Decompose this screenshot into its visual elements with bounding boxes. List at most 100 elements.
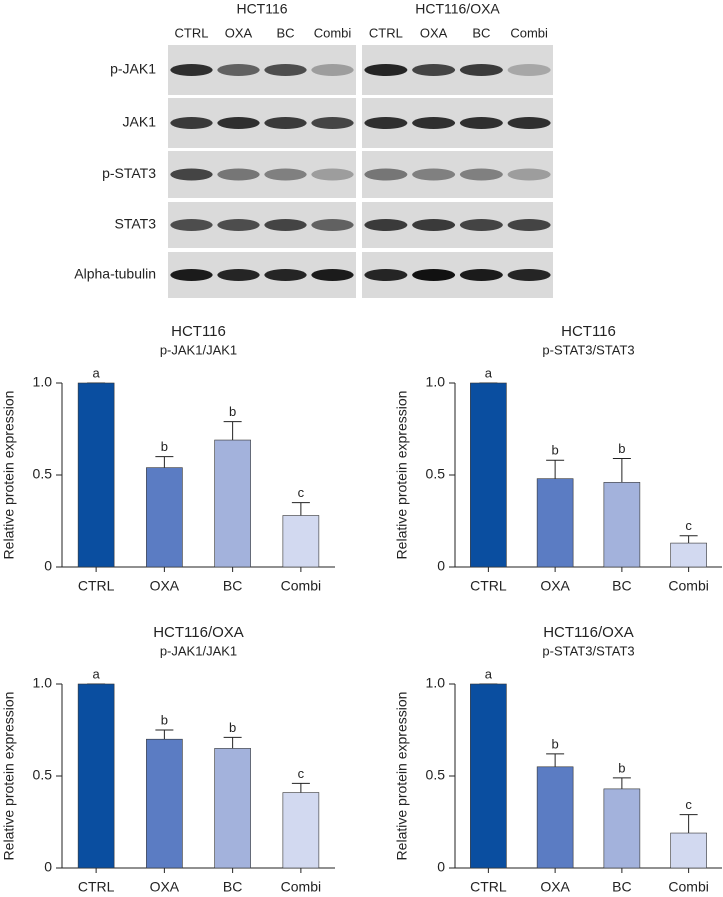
y-axis-label: Relative protein expression bbox=[394, 692, 410, 861]
blot-band bbox=[170, 219, 213, 231]
blot-band bbox=[364, 269, 408, 281]
bar bbox=[536, 766, 574, 869]
blot-group-label: HCT116 bbox=[236, 1, 287, 17]
bar bbox=[670, 542, 707, 568]
significance-letter: b bbox=[552, 736, 559, 751]
blot-band bbox=[264, 117, 307, 129]
y-tick-label: 0 bbox=[437, 558, 445, 574]
blot-band bbox=[507, 219, 551, 231]
x-tick-label: BC bbox=[612, 879, 631, 895]
row-label: p-JAK1 bbox=[110, 61, 156, 77]
row-label: Alpha-tubulin bbox=[74, 266, 156, 282]
blot-band bbox=[459, 117, 503, 129]
blot-band bbox=[459, 219, 503, 231]
x-tick-label: Combi bbox=[668, 879, 708, 895]
blot-band bbox=[311, 219, 354, 231]
y-axis-label: Relative protein expression bbox=[1, 391, 17, 560]
significance-letter: a bbox=[93, 365, 101, 380]
x-tick-label: Combi bbox=[281, 879, 321, 895]
x-tick-label: OXA bbox=[540, 578, 570, 594]
blot-band bbox=[264, 168, 307, 181]
x-tick-label: OXA bbox=[150, 578, 180, 594]
blot-band bbox=[311, 168, 354, 181]
chart-title: HCT116 bbox=[561, 323, 616, 340]
blot-band bbox=[412, 168, 456, 181]
significance-letter: b bbox=[552, 443, 559, 458]
x-tick-label: CTRL bbox=[78, 879, 115, 895]
chart-subtitle: p-JAK1/JAK1 bbox=[160, 643, 237, 658]
blot-band bbox=[264, 269, 307, 281]
blot-band bbox=[412, 219, 456, 231]
blot-band bbox=[412, 269, 456, 281]
bar bbox=[603, 788, 641, 869]
significance-letter: c bbox=[685, 518, 692, 533]
bar bbox=[214, 748, 251, 869]
blot-band bbox=[170, 168, 213, 181]
lane-label: CTRL bbox=[369, 25, 403, 40]
y-tick-label: 0.5 bbox=[426, 767, 446, 783]
significance-letter: b bbox=[618, 760, 625, 775]
bar bbox=[282, 515, 320, 568]
lane-label: OXA bbox=[420, 25, 448, 40]
lane-label: BC bbox=[276, 25, 294, 40]
y-tick-label: 0.5 bbox=[426, 466, 446, 482]
significance-letter: b bbox=[161, 712, 168, 727]
x-tick-label: Combi bbox=[281, 578, 321, 594]
y-tick-label: 0 bbox=[44, 859, 52, 875]
x-tick-label: CTRL bbox=[470, 578, 507, 594]
y-tick-label: 1.0 bbox=[33, 675, 53, 691]
blot-band bbox=[459, 64, 503, 76]
blot-band bbox=[507, 117, 551, 129]
blot-band bbox=[170, 117, 213, 129]
significance-letter: b bbox=[229, 720, 236, 735]
bar bbox=[77, 683, 115, 869]
y-tick-label: 0.5 bbox=[33, 767, 53, 783]
blot-band bbox=[170, 269, 213, 281]
bar bbox=[282, 792, 320, 869]
blot-band bbox=[217, 168, 260, 181]
chart-title: HCT116 bbox=[171, 323, 226, 340]
row-label: p-STAT3 bbox=[102, 165, 156, 181]
blot-band bbox=[507, 269, 551, 281]
bar bbox=[670, 832, 707, 869]
chart-subtitle: p-STAT3/STAT3 bbox=[542, 342, 634, 357]
row-label: STAT3 bbox=[115, 216, 157, 232]
blot-band bbox=[264, 64, 307, 76]
chart-subtitle: p-JAK1/JAK1 bbox=[160, 342, 237, 357]
blot-band bbox=[264, 219, 307, 231]
y-axis-label: Relative protein expression bbox=[394, 391, 410, 560]
y-tick-label: 1.0 bbox=[426, 675, 446, 691]
blot-band bbox=[311, 269, 354, 281]
row-label: JAK1 bbox=[123, 114, 157, 130]
y-tick-label: 1.0 bbox=[33, 374, 53, 390]
chart-title: HCT116/OXA bbox=[153, 624, 244, 641]
blot-band bbox=[364, 117, 408, 129]
lane-label: BC bbox=[472, 25, 490, 40]
x-tick-label: CTRL bbox=[78, 578, 115, 594]
bar bbox=[146, 738, 183, 869]
y-tick-label: 1.0 bbox=[426, 374, 446, 390]
bar bbox=[536, 478, 574, 568]
blot-band bbox=[507, 64, 551, 76]
blot-band bbox=[364, 64, 408, 76]
lane-label: CTRL bbox=[175, 25, 209, 40]
y-tick-label: 0 bbox=[44, 558, 52, 574]
significance-letter: a bbox=[485, 666, 493, 681]
significance-letter: c bbox=[685, 797, 692, 812]
lane-label: Combi bbox=[314, 25, 352, 40]
significance-letter: c bbox=[298, 766, 305, 781]
blot-band bbox=[507, 168, 551, 181]
blot-band bbox=[364, 219, 408, 231]
bar bbox=[146, 467, 183, 568]
bar bbox=[470, 683, 507, 869]
x-tick-label: OXA bbox=[150, 879, 180, 895]
bar bbox=[77, 382, 115, 568]
significance-letter: b bbox=[161, 439, 168, 454]
blot-band bbox=[311, 117, 354, 129]
bar bbox=[603, 482, 641, 568]
x-tick-label: BC bbox=[612, 578, 631, 594]
significance-letter: a bbox=[93, 666, 101, 681]
significance-letter: c bbox=[298, 485, 305, 500]
blot-band bbox=[459, 269, 503, 281]
